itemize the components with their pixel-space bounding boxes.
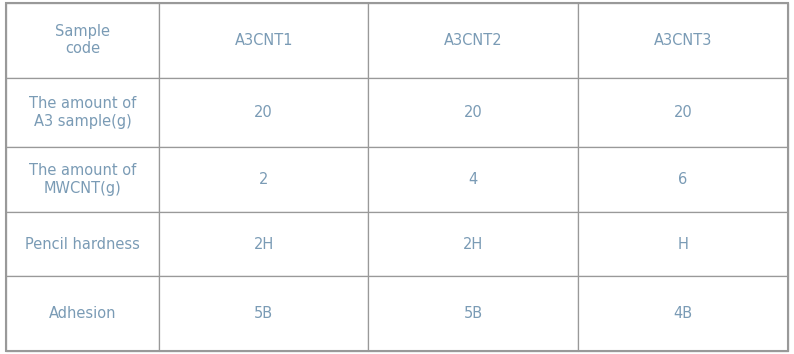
Bar xyxy=(578,276,788,351)
Text: Sample
code: Sample code xyxy=(55,24,110,57)
Bar xyxy=(368,276,578,351)
Text: H: H xyxy=(677,236,688,252)
Text: 6: 6 xyxy=(678,172,688,187)
Bar xyxy=(159,3,368,78)
Bar xyxy=(368,147,578,212)
Text: 20: 20 xyxy=(464,105,483,120)
Bar xyxy=(368,3,578,78)
Bar xyxy=(6,276,159,351)
Text: 20: 20 xyxy=(673,105,692,120)
Text: 20: 20 xyxy=(254,105,273,120)
Bar xyxy=(6,147,159,212)
Text: 4B: 4B xyxy=(673,306,692,321)
Text: 2H: 2H xyxy=(253,236,274,252)
Bar xyxy=(578,212,788,276)
Text: 4: 4 xyxy=(468,172,478,187)
Text: A3CNT2: A3CNT2 xyxy=(444,33,503,48)
Text: Adhesion: Adhesion xyxy=(49,306,117,321)
Bar xyxy=(159,147,368,212)
Bar xyxy=(578,147,788,212)
Bar xyxy=(6,3,159,78)
Text: Pencil hardness: Pencil hardness xyxy=(25,236,140,252)
Bar xyxy=(368,78,578,147)
Bar xyxy=(159,78,368,147)
Bar xyxy=(578,3,788,78)
Text: A3CNT3: A3CNT3 xyxy=(653,33,712,48)
Bar xyxy=(578,78,788,147)
Bar xyxy=(159,276,368,351)
Bar xyxy=(6,212,159,276)
Text: The amount of
MWCNT(g): The amount of MWCNT(g) xyxy=(29,164,137,196)
Bar xyxy=(159,212,368,276)
Text: The amount of
A3 sample(g): The amount of A3 sample(g) xyxy=(29,96,137,129)
Text: 2H: 2H xyxy=(463,236,484,252)
Text: 2: 2 xyxy=(259,172,268,187)
Bar xyxy=(368,212,578,276)
Text: 5B: 5B xyxy=(254,306,273,321)
Bar xyxy=(6,78,159,147)
Text: A3CNT1: A3CNT1 xyxy=(234,33,293,48)
Text: 5B: 5B xyxy=(464,306,483,321)
